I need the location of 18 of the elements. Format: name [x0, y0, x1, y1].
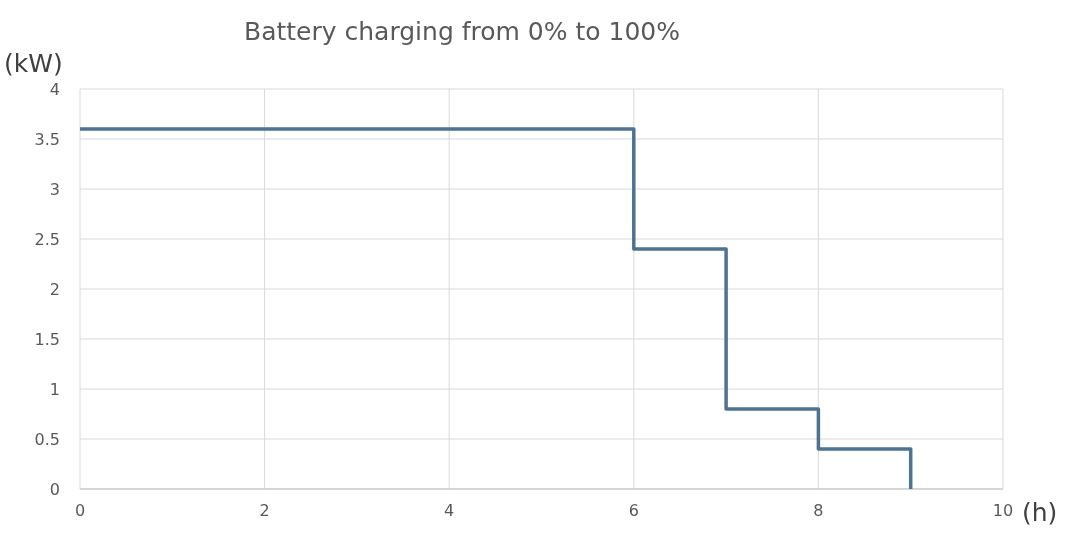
- x-tick-label: 8: [813, 501, 824, 520]
- y-tick-label: 3.5: [34, 129, 60, 149]
- y-tick-label: 3: [49, 179, 60, 199]
- y-tick-label: 2: [49, 279, 60, 299]
- x-tick-label: 4: [444, 501, 455, 520]
- x-tick-label: 2: [259, 501, 270, 520]
- x-tick-label: 6: [628, 501, 639, 520]
- y-tick-label: 0.5: [34, 429, 60, 449]
- y-tick-label: 0: [49, 479, 60, 499]
- chart-title: Battery charging from 0% to 100%: [244, 17, 680, 46]
- y-tick-label: 4: [49, 79, 60, 99]
- y-tick-label: 1.5: [34, 329, 60, 349]
- y-tick-label: 1: [49, 379, 60, 399]
- x-axis-title: (h): [1022, 498, 1058, 527]
- y-tick-label: 2.5: [34, 229, 60, 249]
- y-axis-title: (kW): [4, 49, 63, 78]
- x-tick-label: 10: [992, 501, 1014, 520]
- x-tick-label: 0: [74, 501, 86, 520]
